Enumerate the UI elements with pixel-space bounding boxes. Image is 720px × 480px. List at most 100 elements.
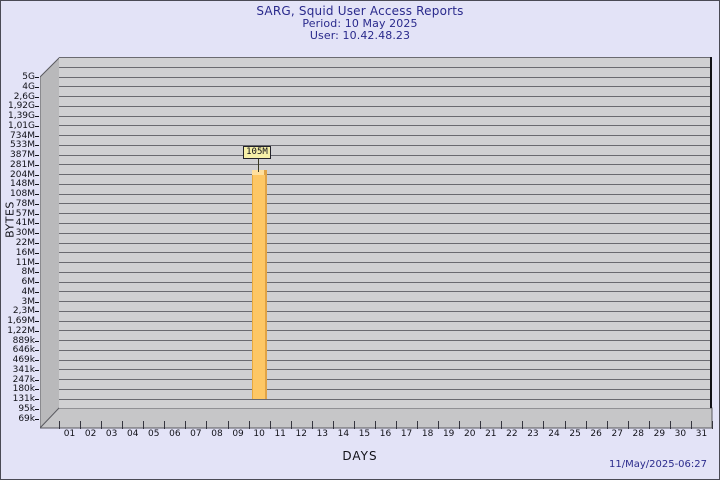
y-axis-tick-label: 180k xyxy=(12,384,35,395)
y-axis-tick-label: 889k xyxy=(12,335,35,346)
plot-left-wall-3d xyxy=(40,57,60,428)
gridline xyxy=(59,164,710,165)
y-axis-tickmark xyxy=(35,136,39,137)
gridline xyxy=(59,106,710,107)
y-axis-tick-label: 148M xyxy=(10,179,35,190)
gridline xyxy=(59,213,710,214)
y-axis-tick-label: 78M xyxy=(15,198,35,209)
y-axis-tick-label: 469k xyxy=(12,355,35,366)
y-axis-tick-label: 281M xyxy=(10,159,35,170)
y-axis-tickmark xyxy=(35,399,39,400)
y-axis-tick-label: 16M xyxy=(15,247,35,258)
x-axis-tickmark xyxy=(290,421,292,429)
gridline xyxy=(59,233,710,234)
x-axis-tick-label: 14 xyxy=(337,429,350,439)
x-axis-tickmark xyxy=(585,421,587,429)
gridline xyxy=(59,184,710,185)
y-axis-tickmark xyxy=(35,341,39,342)
generated-timestamp: 11/May/2025-06:27 xyxy=(608,459,707,470)
x-axis-tickmark xyxy=(80,421,82,429)
bar-value-label: 105M xyxy=(243,145,271,159)
x-axis-tick-label: 26 xyxy=(590,429,602,439)
x-axis-tick-label: 28 xyxy=(632,429,644,439)
y-axis-tick-label: 1,22M xyxy=(7,325,35,336)
x-axis-tickmark xyxy=(459,421,461,429)
x-axis-tick-label: 17 xyxy=(400,429,413,439)
gridline xyxy=(59,340,710,341)
x-axis-tick-label: 03 xyxy=(105,429,118,439)
gridline xyxy=(59,67,710,68)
x-axis-tick-label: 19 xyxy=(442,429,455,439)
gridline xyxy=(59,282,710,283)
x-axis-tick-label: 16 xyxy=(379,429,392,439)
x-axis-tickmark xyxy=(501,421,503,429)
y-axis-tickmark xyxy=(35,253,39,254)
x-axis-tickmark xyxy=(712,421,713,429)
y-axis-tick-label: 108M xyxy=(10,189,35,200)
y-axis-tickmark xyxy=(35,282,39,283)
y-axis-tick-label: 95k xyxy=(18,403,35,414)
x-axis-tick-label: 27 xyxy=(611,429,623,439)
gridline xyxy=(59,145,710,146)
x-axis-tick-label: 15 xyxy=(358,429,371,439)
y-axis-tickmark xyxy=(35,321,39,322)
y-axis-tickmark xyxy=(35,97,39,98)
y-axis-tickmark xyxy=(35,331,39,332)
gridline xyxy=(59,155,710,156)
x-axis-tick-label: 07 xyxy=(190,429,202,439)
x-axis-tickmark xyxy=(374,421,376,429)
x-axis-tick-label: 29 xyxy=(653,429,666,439)
y-axis-tickmark xyxy=(35,126,39,127)
x-axis-tickmark xyxy=(206,421,208,429)
page-title: SARG, Squid User Access Reports xyxy=(256,4,464,18)
y-axis-tickmark xyxy=(35,302,39,303)
y-axis-tickmark xyxy=(35,214,39,215)
gridline xyxy=(59,272,710,273)
y-axis-tickmark xyxy=(35,370,39,371)
y-axis-tickmark xyxy=(35,106,39,107)
bar[interactable] xyxy=(252,174,266,399)
y-axis-tick-label: 734M xyxy=(10,130,35,141)
x-axis-tickmark xyxy=(438,421,440,429)
y-axis-tick-label: 11M xyxy=(15,257,35,268)
x-axis-tickmark xyxy=(59,421,60,429)
y-axis-tickmark xyxy=(35,272,39,273)
x-axis-tickmark xyxy=(543,421,545,429)
gridline xyxy=(59,330,710,331)
x-axis-tick-label: 02 xyxy=(84,429,97,439)
x-axis-tickmark xyxy=(417,421,419,429)
y-axis-tickmark xyxy=(35,292,39,293)
y-axis-tick-label: 2,3M xyxy=(12,306,35,317)
x-axis-tickmark xyxy=(669,421,671,429)
gridline xyxy=(59,57,710,58)
x-axis-tickmark xyxy=(122,421,124,429)
report-period: Period: 10 May 2025 xyxy=(302,16,418,30)
gridline xyxy=(59,252,710,253)
y-axis-tick-label: 41M xyxy=(15,218,35,229)
gridline xyxy=(59,96,710,97)
x-axis-tickmark xyxy=(353,421,355,429)
gridline xyxy=(59,389,710,390)
plot-area: 105M xyxy=(40,57,713,429)
gridline xyxy=(59,243,710,244)
x-axis-tickmark xyxy=(248,421,250,429)
y-axis-tick-label: 247k xyxy=(12,374,35,385)
x-axis-tick-label: 12 xyxy=(295,429,307,439)
y-axis-tickmark xyxy=(35,409,39,410)
y-axis-tickmark xyxy=(35,223,39,224)
x-axis-tickmark xyxy=(396,421,398,429)
x-axis-tick-label: 24 xyxy=(548,429,560,439)
y-axis-tickmark xyxy=(35,380,39,381)
x-axis-tickmark xyxy=(269,421,271,429)
gridline xyxy=(59,262,710,263)
y-axis-tick-labels: 5G 4G 2,6G 1,92G 1,39G 1,01G 734M 533M 387M 281M 2… xyxy=(1,57,39,423)
x-axis-tickmark xyxy=(690,421,692,429)
y-axis-tick-label: 131k xyxy=(12,394,35,405)
x-axis-tick-label: 20 xyxy=(464,429,476,439)
report-user: User: 10.42.48.23 xyxy=(309,29,411,42)
gridline xyxy=(59,77,710,78)
y-axis-tick-label: 4G xyxy=(22,81,35,92)
x-axis-tick-label: 21 xyxy=(485,429,497,439)
x-axis-tick-label: 10 xyxy=(253,429,265,439)
y-axis-tickmark xyxy=(35,233,39,234)
